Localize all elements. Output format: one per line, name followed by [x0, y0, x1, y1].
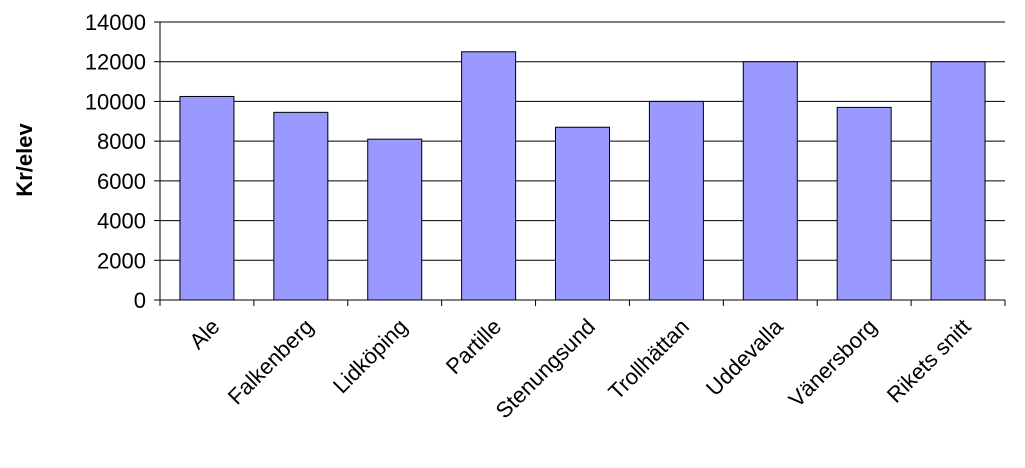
x-tick-label: Trollhättan: [603, 314, 694, 405]
x-tick-label: Lidköping: [328, 314, 412, 398]
bar: [179, 95, 235, 301]
x-tick-label: Ale: [184, 314, 224, 354]
y-tick-label: 4000: [97, 209, 146, 234]
x-tick-label: Vänersborg: [784, 314, 882, 412]
bars: [179, 51, 986, 301]
x-tick-label: Rikets snitt: [882, 314, 976, 408]
bar: [930, 61, 986, 301]
y-tick-label: 12000: [85, 50, 146, 75]
bar: [273, 111, 329, 301]
bar: [648, 100, 704, 301]
y-tick-label: 6000: [97, 169, 146, 194]
bar: [367, 138, 423, 301]
bar: [742, 61, 798, 301]
bar: [461, 51, 517, 301]
y-tick-label: 2000: [97, 248, 146, 273]
x-tick-label: Uddevalla: [701, 313, 788, 400]
x-tick-label: Falkenberg: [223, 314, 319, 410]
bar: [555, 126, 610, 301]
y-tick-label: 8000: [97, 129, 146, 154]
x-tick-label: Partille: [441, 314, 506, 379]
x-tick-label: Stenungsund: [491, 314, 600, 423]
y-tick-label: 0: [134, 288, 146, 313]
axes: [154, 21, 1006, 306]
y-tick-labels: 0 2000 4000 6000 8000 10000 12000 14000: [85, 10, 146, 313]
y-tick-label: 14000: [85, 10, 146, 35]
y-tick-label: 10000: [85, 89, 146, 114]
bar: [836, 106, 892, 301]
y-axis-title: Kr/elev: [12, 123, 37, 197]
